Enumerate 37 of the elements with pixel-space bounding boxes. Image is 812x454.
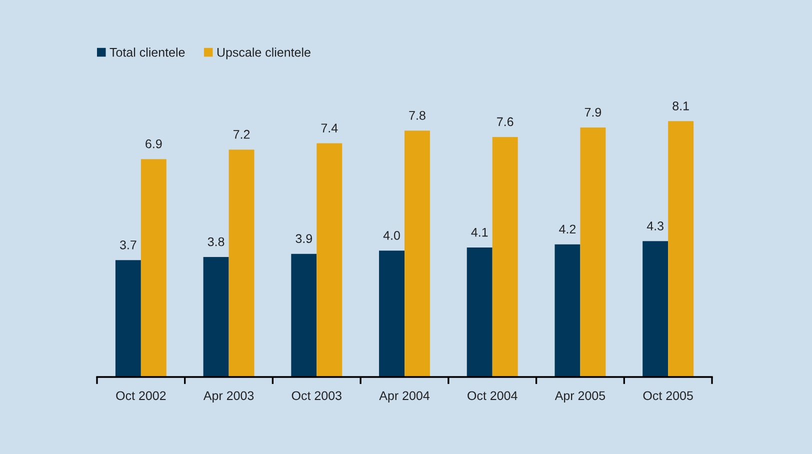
data-label: 3.9: [296, 234, 312, 244]
legend-label: Upscale clientele: [217, 48, 310, 60]
bar: [203, 256, 229, 377]
bar: [642, 241, 668, 377]
data-label: 7.9: [584, 108, 602, 117]
data-label: 7.8: [409, 110, 426, 120]
data-label: 4.2: [559, 224, 576, 234]
bar: [580, 127, 606, 377]
x-tick-label: Apr 2005: [554, 391, 606, 403]
data-label: 3.8: [208, 237, 224, 246]
bar: [140, 159, 166, 377]
x-tick-label: Oct 2004: [468, 391, 518, 400]
data-label: 7.4: [321, 124, 338, 132]
x-tick-label: Apr 2004: [379, 391, 430, 403]
bar: [668, 121, 694, 377]
bar: [316, 143, 342, 377]
legend-label: Total clientele: [110, 48, 185, 57]
bar: [466, 248, 492, 377]
data-label: 8.1: [672, 102, 689, 110]
data-label: 7.2: [233, 130, 250, 139]
bar: [379, 250, 404, 377]
x-tick-label: Oct 2002: [116, 391, 166, 400]
bar: [115, 260, 141, 377]
bar: [554, 244, 580, 377]
x-tick-label: Apr 2003: [203, 391, 254, 403]
bar: [228, 150, 254, 377]
data-label: 6.9: [146, 139, 162, 148]
data-label: 4.1: [471, 228, 488, 237]
bar: [492, 136, 518, 377]
data-label: 3.7: [120, 240, 136, 250]
bar: [404, 130, 430, 377]
data-label: 7.6: [497, 117, 514, 126]
data-label: 4.3: [646, 222, 664, 230]
x-tick-label: Oct 2005: [643, 391, 693, 400]
bar: [291, 254, 317, 377]
data-label: 4.0: [383, 231, 400, 240]
x-tick-label: Oct 2003: [292, 391, 342, 400]
